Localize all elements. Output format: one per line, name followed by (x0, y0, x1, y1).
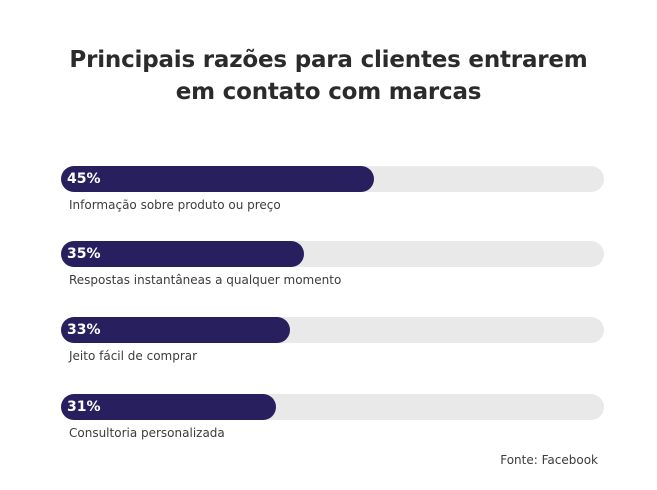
value-label: 35% (67, 246, 101, 262)
category-label: Consultoria personalizada (69, 426, 225, 440)
value-label: 45% (67, 171, 101, 187)
bar-track: 35% (61, 241, 604, 267)
value-label: 31% (67, 399, 101, 415)
bar (61, 166, 374, 192)
bar-row: 33% Jeito fácil de comprar (61, 317, 604, 377)
bar-row: 45% Informação sobre produto ou preço (61, 166, 604, 226)
bar-track: 31% (61, 394, 604, 420)
bar-row: 35% Respostas instantâneas a qualquer mom… (61, 241, 604, 301)
bar (61, 317, 290, 343)
chart-title: Principais razões para clientes entrarem… (0, 44, 657, 108)
value-label: 33% (67, 322, 101, 338)
chart-title-line-1: Principais razões para clientes entrarem (69, 47, 588, 73)
chart-title-line-2: em contato com marcas (175, 79, 482, 105)
category-label: Jeito fácil de comprar (69, 349, 198, 363)
category-label: Informação sobre produto ou preço (69, 198, 281, 212)
category-label: Respostas instantâneas a qualquer moment… (69, 273, 342, 287)
source-note: Fonte: Facebook (500, 453, 598, 467)
bar (61, 241, 304, 267)
bar (61, 394, 276, 420)
bar-track: 45% (61, 166, 604, 192)
bar-track: 33% (61, 317, 604, 343)
bar-row: 31% Consultoria personalizada (61, 394, 604, 454)
